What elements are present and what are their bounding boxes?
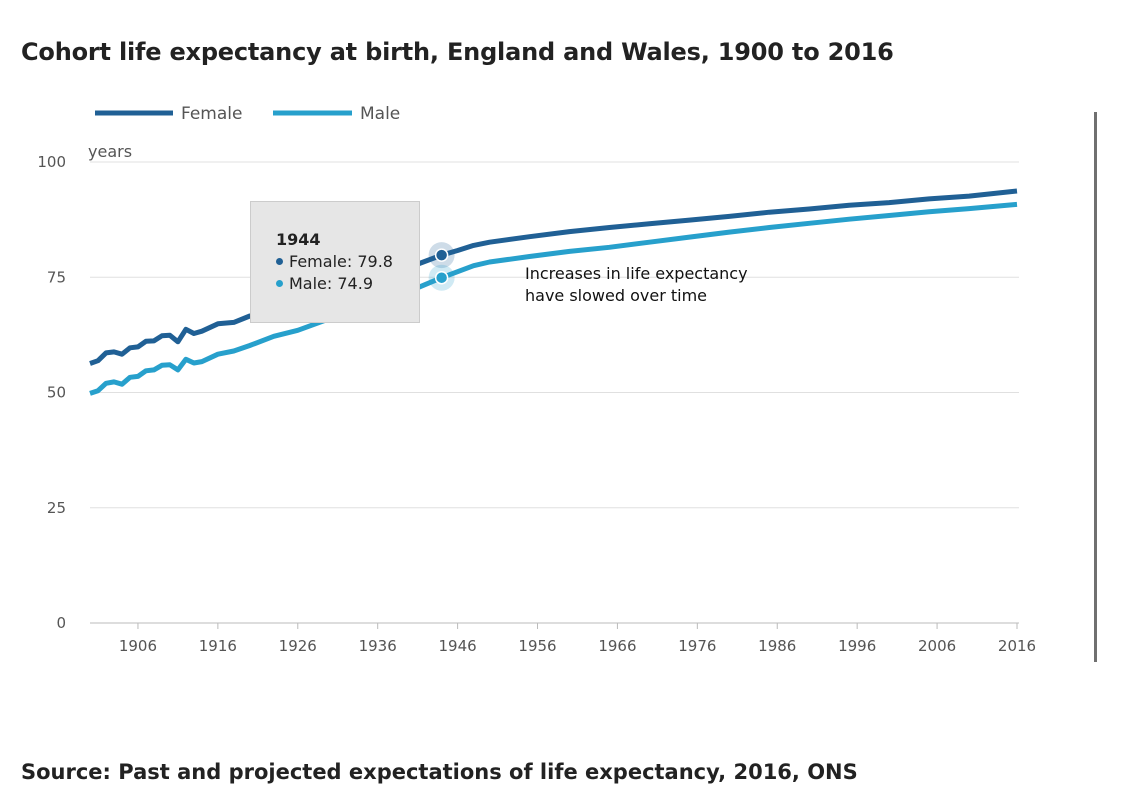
- x-tick-label-1966: 1966: [598, 637, 636, 655]
- x-tick-label-2006: 2006: [918, 637, 956, 655]
- x-tick-label-1956: 1956: [518, 637, 556, 655]
- x-tick-label-2016: 2016: [998, 637, 1036, 655]
- axes: 0 25 50 75 100 1906 1916 1926 1936 1946 1956 1966 19…: [37, 153, 1036, 655]
- x-tick-label-1996: 1996: [838, 637, 876, 655]
- tooltip-female-value: Female: 79.8: [289, 252, 393, 271]
- chart-title: Cohort life expectancy at birth, England…: [21, 38, 894, 66]
- highlight-point-male[interactable]: [434, 270, 449, 285]
- series-line-male: [89, 201, 1018, 396]
- x-tick-label-1916: 1916: [199, 637, 237, 655]
- chart-tooltip: 1944 Female: 79.8 Male: 74.9: [250, 201, 420, 323]
- y-tick-label-100: 100: [37, 153, 66, 171]
- tooltip-female-row: Female: 79.8: [276, 252, 419, 271]
- annotation-line-2: have slowed over time: [525, 286, 707, 305]
- x-tick-label-1976: 1976: [678, 637, 716, 655]
- legend-label-female: Female: [181, 104, 242, 124]
- x-tick-label-1986: 1986: [758, 637, 796, 655]
- y-tick-label-75: 75: [47, 268, 66, 286]
- legend: Female Male: [95, 104, 400, 124]
- x-tick-label-1906: 1906: [119, 637, 157, 655]
- x-tick-label-1926: 1926: [279, 637, 317, 655]
- hover-markers[interactable]: [428, 242, 455, 291]
- y-axis-unit-label: years: [88, 142, 132, 161]
- scrollbar[interactable]: [1094, 112, 1097, 662]
- y-tick-label-0: 0: [56, 614, 66, 632]
- annotation: Increases in life expectancy have slowed…: [525, 264, 748, 305]
- tooltip-year: 1944: [276, 230, 321, 249]
- y-tick-label-50: 50: [47, 384, 66, 402]
- tooltip-female-dot-icon: [276, 258, 283, 265]
- tooltip-male-row: Male: 74.9: [276, 274, 419, 293]
- gridlines: [90, 161, 1019, 509]
- source-note: Source: Past and projected expectations …: [21, 760, 858, 784]
- legend-label-male: Male: [360, 104, 400, 124]
- highlight-point-female[interactable]: [434, 248, 449, 262]
- x-tick-label-1936: 1936: [359, 637, 397, 655]
- tooltip-male-value: Male: 74.9: [289, 274, 373, 293]
- x-tick-label-1946: 1946: [439, 637, 477, 655]
- annotation-line-1: Increases in life expectancy: [525, 264, 748, 283]
- y-tick-label-25: 25: [47, 499, 66, 517]
- tooltip-male-dot-icon: [276, 280, 283, 287]
